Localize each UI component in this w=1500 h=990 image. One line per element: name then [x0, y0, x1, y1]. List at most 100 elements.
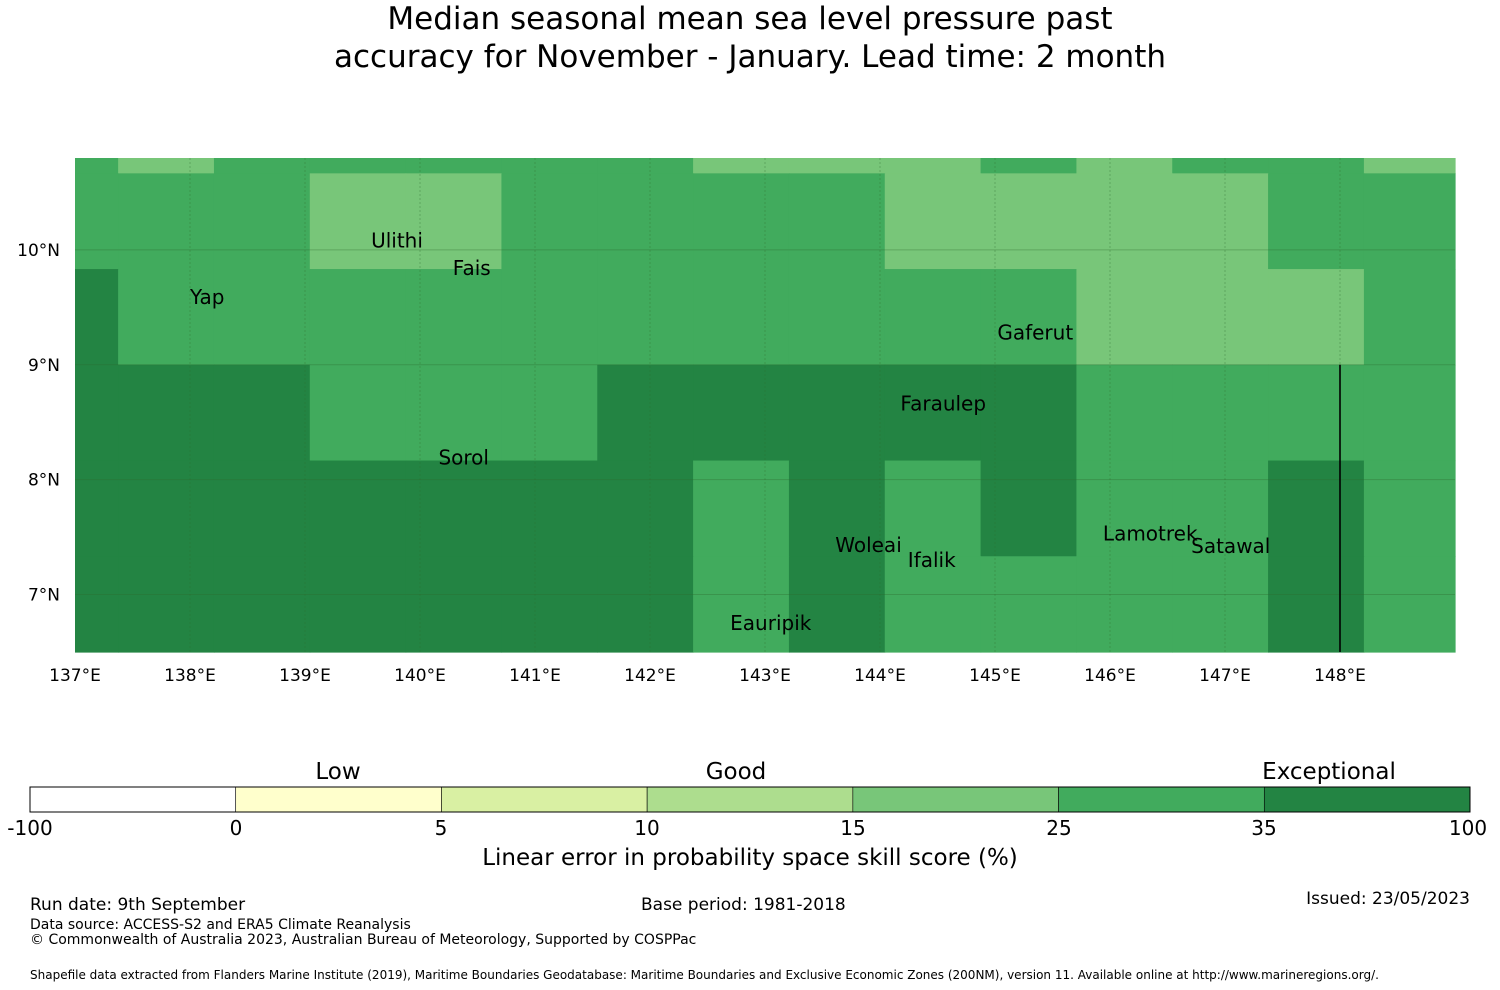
skill-cell — [1363, 364, 1456, 462]
lat-tick-label: 8°N — [28, 471, 60, 491]
skill-cell — [118, 460, 215, 557]
lon-tick-label: 147°E — [1199, 666, 1251, 686]
skill-cell — [501, 158, 598, 174]
place-label: Lamotrek — [1103, 522, 1198, 546]
skill-cell — [693, 173, 790, 270]
skill-cell — [1363, 460, 1456, 557]
skill-cell — [75, 556, 119, 653]
skill-cell — [405, 269, 503, 366]
skill-cell — [693, 269, 790, 366]
skill-cell — [693, 158, 790, 174]
skill-cell — [213, 364, 311, 462]
category-low: Low — [315, 759, 361, 785]
place-label: Fais — [453, 256, 491, 280]
place-label: Faraulep — [900, 392, 986, 416]
skill-cell — [501, 460, 598, 557]
place-label: Ifalik — [908, 548, 956, 572]
colorbar-label: Linear error in probability space skill … — [482, 845, 1018, 871]
colorbar-segment — [1263, 786, 1471, 813]
skill-cell — [405, 158, 503, 174]
skill-cell — [501, 269, 598, 366]
skill-cell — [884, 158, 982, 174]
colorbar-segment — [646, 786, 854, 813]
place-label: Yap — [189, 285, 224, 309]
skill-cell — [1268, 460, 1365, 557]
skill-cell — [309, 269, 407, 366]
place-label: Satawal — [1191, 534, 1270, 558]
skill-cell — [405, 556, 503, 653]
skill-cell — [1076, 173, 1173, 270]
category-good: Good — [705, 759, 767, 785]
skill-cell — [309, 173, 407, 270]
skill-cell — [597, 460, 694, 557]
lon-tick-label: 138°E — [164, 666, 216, 686]
skill-cell — [1076, 460, 1173, 557]
skill-cell — [1268, 556, 1365, 653]
data-source: Data source: ACCESS-S2 and ERA5 Climate … — [30, 917, 411, 933]
skill-cell — [1363, 173, 1456, 270]
skill-cell — [980, 173, 1078, 270]
lon-tick-label: 137°E — [49, 666, 101, 686]
skill-cell — [309, 556, 407, 653]
skill-cell — [213, 556, 311, 653]
skill-cell — [118, 556, 215, 653]
skill-cell — [213, 460, 311, 557]
skill-cells — [75, 158, 1456, 653]
skill-cell — [118, 269, 215, 366]
shapefile-credit: Shapefile data extracted from Flanders M… — [30, 968, 1379, 982]
chart-title: Median seasonal mean sea level pressure … — [0, 0, 1500, 76]
skill-cell — [1172, 460, 1269, 557]
skill-cell — [693, 556, 790, 653]
skill-cell — [884, 269, 982, 366]
skill-cell — [405, 364, 503, 462]
colorbar-segment — [1058, 786, 1265, 813]
skill-cell — [597, 556, 694, 653]
lat-tick-label: 9°N — [28, 356, 60, 376]
skill-cell — [1363, 556, 1456, 653]
skill-cell — [980, 556, 1078, 653]
skill-cell — [980, 269, 1078, 366]
skill-cell — [597, 364, 694, 462]
skill-cell — [1172, 364, 1269, 462]
skill-cell — [884, 460, 982, 557]
skill-cell — [213, 158, 311, 174]
skill-cell — [788, 364, 886, 462]
skill-cell — [1172, 556, 1269, 653]
skill-cell — [75, 269, 119, 366]
skill-cell — [1268, 269, 1365, 366]
lat-tick-label: 10°N — [17, 241, 60, 261]
colorbar-segment — [441, 786, 648, 813]
colorbar-segment — [852, 786, 1059, 813]
skill-cell — [118, 173, 215, 270]
lon-tick-label: 139°E — [279, 666, 331, 686]
skill-cell — [501, 173, 598, 270]
skill-cell — [309, 460, 407, 557]
skill-cell — [597, 269, 694, 366]
skill-cell — [501, 556, 598, 653]
lon-tick-label: 143°E — [739, 666, 791, 686]
skill-cell — [1172, 269, 1269, 366]
colorbar — [29, 786, 1471, 813]
lon-tick-label: 141°E — [509, 666, 561, 686]
skill-cell — [1268, 158, 1365, 174]
skill-cell — [1363, 158, 1456, 174]
skill-cell — [693, 364, 790, 462]
skill-cell — [118, 158, 215, 174]
skill-cell — [693, 460, 790, 557]
lat-tick-label: 7°N — [28, 586, 60, 606]
skill-cell — [788, 158, 886, 174]
colorbar-segment — [29, 786, 237, 813]
skill-cell — [75, 364, 119, 462]
colorbar-tick: 15 — [840, 816, 866, 840]
lon-tick-label: 144°E — [854, 666, 906, 686]
skill-cell — [75, 460, 119, 557]
skill-cell — [501, 364, 598, 462]
skill-cell — [1076, 364, 1173, 462]
skill-cell — [884, 364, 982, 462]
colorbar-tick: 100 — [1448, 816, 1488, 840]
place-label: Woleai — [835, 533, 902, 557]
skill-cell — [597, 158, 694, 174]
colorbar-frame — [29, 786, 1471, 813]
chart-title-line1: Median seasonal mean sea level pressure … — [387, 1, 1113, 37]
